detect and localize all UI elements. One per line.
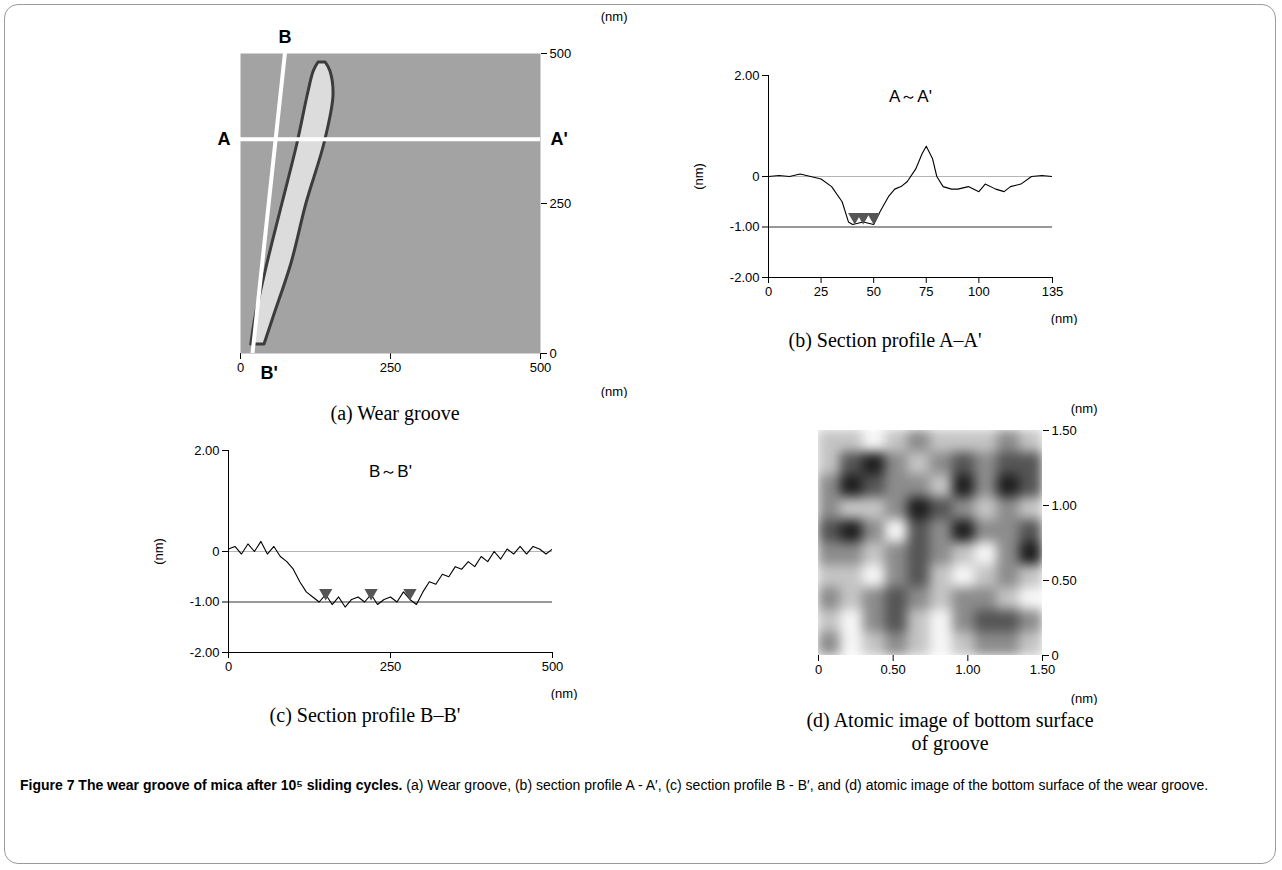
svg-text:(nm): (nm) xyxy=(691,163,706,190)
svg-text:-1.00: -1.00 xyxy=(730,219,760,234)
html-text:Figure 7 The wear groove of mi: Figure 7 The wear groove of mica after 1… xyxy=(20,777,1209,793)
svg-text:250: 250 xyxy=(380,360,402,375)
svg-text:1.50: 1.50 xyxy=(1052,423,1077,438)
svg-text:135: 135 xyxy=(1042,284,1064,299)
svg-text:1.50: 1.50 xyxy=(1030,662,1055,677)
svg-text:50: 50 xyxy=(866,284,880,299)
svg-text:0: 0 xyxy=(752,169,759,184)
svg-text:0: 0 xyxy=(225,659,232,674)
svg-text:250: 250 xyxy=(550,196,572,211)
svg-text:(nm): (nm) xyxy=(1071,691,1098,706)
svg-text:A': A' xyxy=(551,129,568,149)
svg-text:75: 75 xyxy=(919,284,933,299)
svg-text:B': B' xyxy=(261,363,278,383)
svg-text:-2.00: -2.00 xyxy=(730,270,760,285)
svg-text:(nm): (nm) xyxy=(1051,311,1078,326)
svg-text:0: 0 xyxy=(212,544,219,559)
svg-text:(nm): (nm) xyxy=(1071,401,1098,416)
svg-text:100: 100 xyxy=(968,284,990,299)
svg-text:(nm): (nm) xyxy=(601,9,628,24)
svg-text:A～A': A～A' xyxy=(889,87,932,106)
svg-text:(nm): (nm) xyxy=(551,686,578,701)
svg-text:-1.00: -1.00 xyxy=(190,594,220,609)
svg-text:500: 500 xyxy=(550,46,572,61)
svg-text:0: 0 xyxy=(550,346,557,361)
svg-text:0: 0 xyxy=(815,662,822,677)
html-text:(b) Section profile A–A': (b) Section profile A–A' xyxy=(788,329,982,351)
svg-text:1.00: 1.00 xyxy=(1052,498,1077,513)
svg-text:500: 500 xyxy=(542,659,564,674)
svg-text:500: 500 xyxy=(530,360,552,375)
svg-text:2.00: 2.00 xyxy=(734,68,759,83)
svg-text:0.50: 0.50 xyxy=(881,662,906,677)
html-text:(a) Wear groove: (a) Wear groove xyxy=(330,402,460,424)
svg-text:0: 0 xyxy=(1052,648,1059,663)
svg-text:(nm): (nm) xyxy=(601,384,628,399)
html-text:(d) Atomic image of bottom sur: (d) Atomic image of bottom surface of gr… xyxy=(806,709,1094,754)
svg-text:A: A xyxy=(218,129,231,149)
svg-text:0: 0 xyxy=(765,284,772,299)
svg-text:0.50: 0.50 xyxy=(1052,573,1077,588)
svg-text:25: 25 xyxy=(814,284,828,299)
svg-text:0: 0 xyxy=(237,360,244,375)
svg-text:(nm): (nm) xyxy=(151,538,166,565)
svg-text:1.00: 1.00 xyxy=(955,662,980,677)
svg-text:B～B': B～B' xyxy=(369,462,412,481)
html-text:(c) Section profile B–B': (c) Section profile B–B' xyxy=(269,704,461,726)
svg-text:-2.00: -2.00 xyxy=(190,645,220,660)
svg-text:B: B xyxy=(278,27,291,47)
svg-text:250: 250 xyxy=(380,659,402,674)
svg-text:2.00: 2.00 xyxy=(194,443,219,458)
